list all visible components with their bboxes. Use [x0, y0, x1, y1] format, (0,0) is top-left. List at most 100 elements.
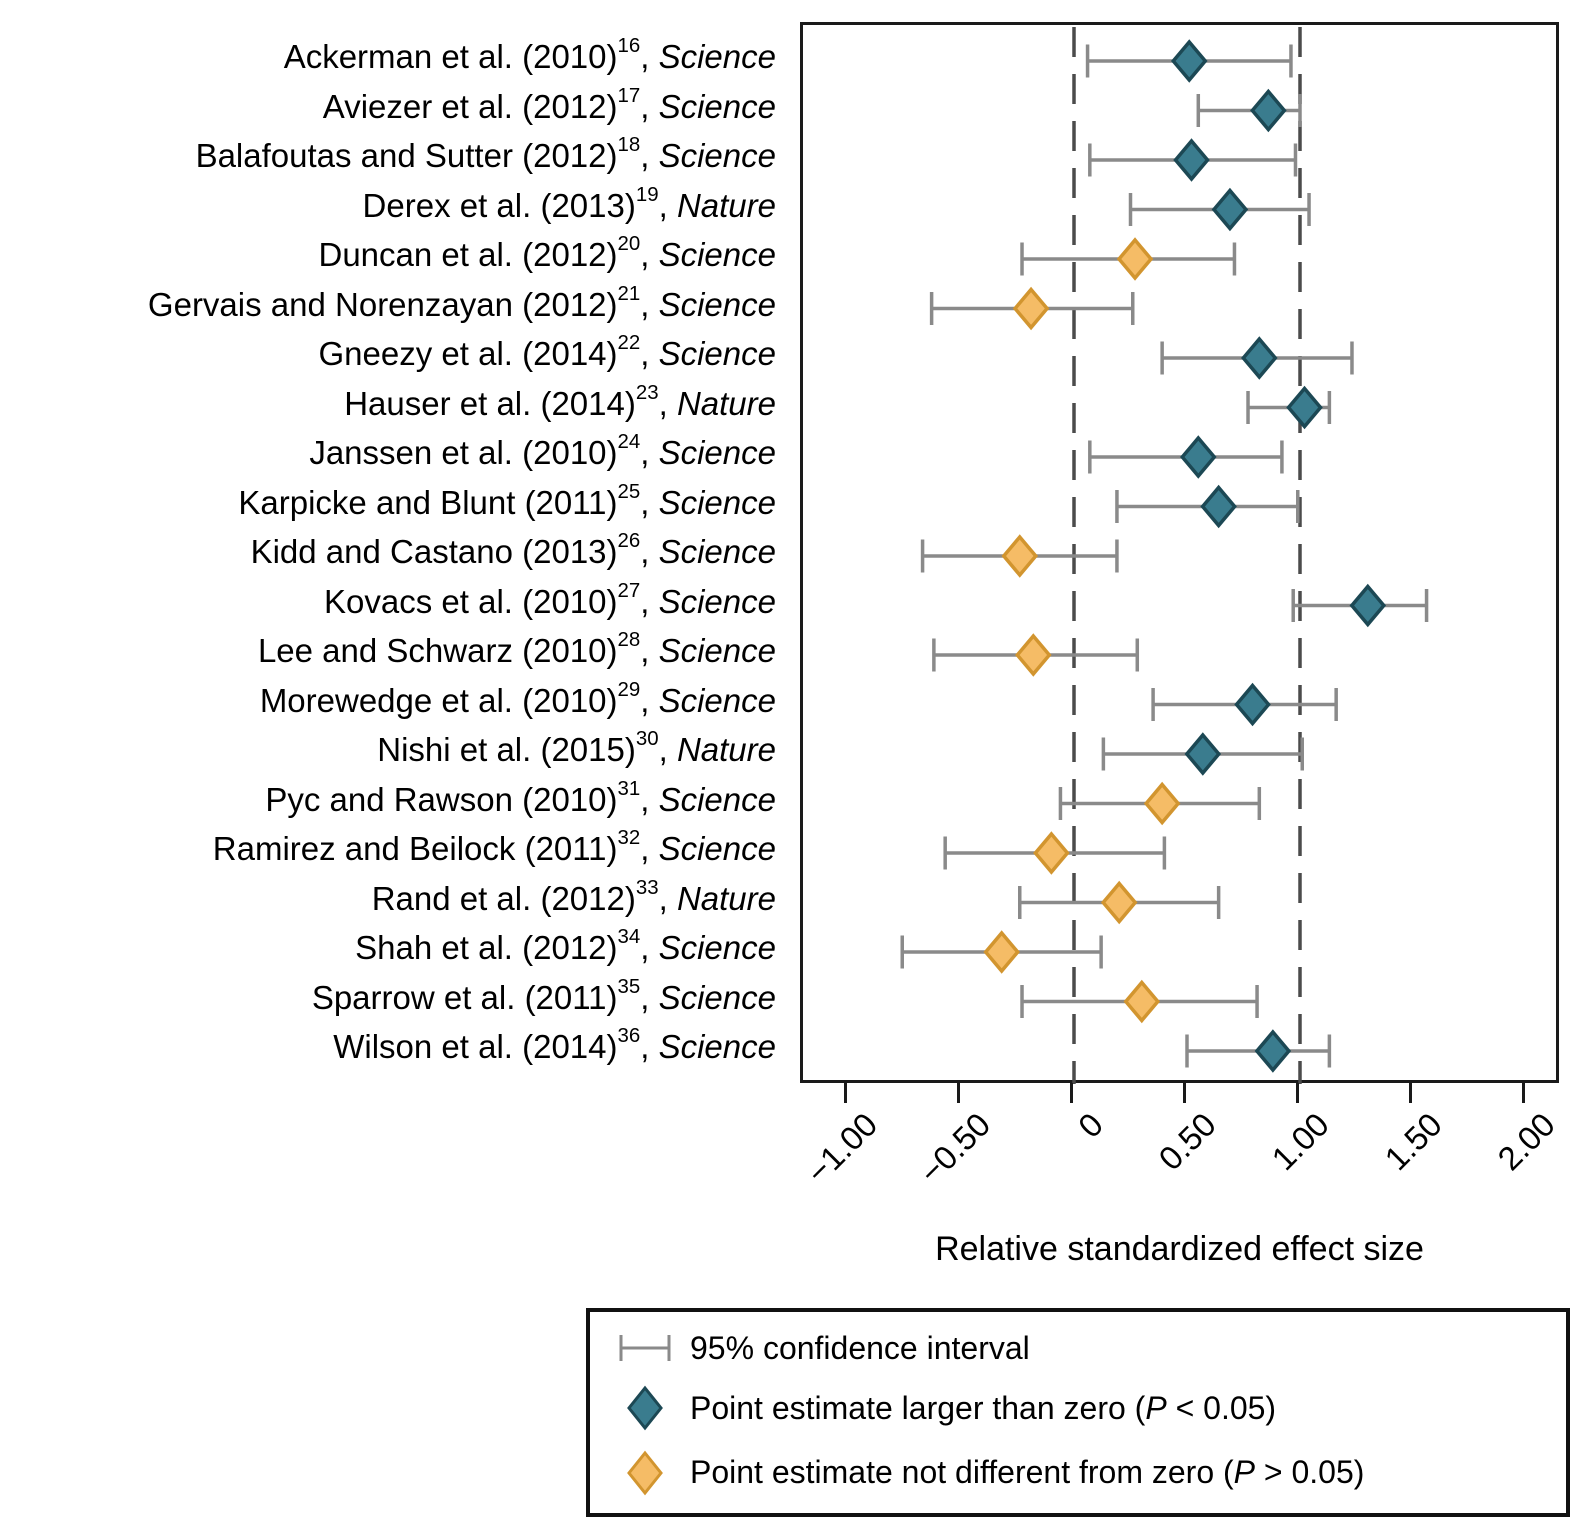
x-tick-label: 1.00 — [1264, 1105, 1336, 1178]
study-label: Gervais and Norenzayan (2012)21, Science — [148, 283, 776, 320]
journal-name: Science — [658, 38, 776, 76]
study-name: Janssen et al. (2010) — [309, 434, 618, 472]
point-estimate-diamond — [1211, 187, 1249, 232]
label-separator: , — [640, 632, 659, 670]
study-row — [943, 831, 1167, 875]
study-name: Kovacs et al. (2010) — [324, 582, 618, 620]
journal-name: Science — [658, 533, 776, 571]
label-separator: , — [658, 384, 677, 422]
reference-number: 35 — [617, 975, 641, 999]
point-estimate-diamond — [1286, 385, 1323, 430]
x-tick — [843, 1083, 847, 1103]
study-row — [932, 633, 1140, 677]
study-name: Derex et al. (2013) — [362, 186, 636, 224]
label-separator: , — [640, 137, 659, 175]
study-row — [1018, 880, 1221, 925]
point-estimate-diamond — [1033, 831, 1070, 875]
journal-name: Nature — [676, 731, 776, 769]
study-row — [1128, 187, 1311, 232]
study-name: Ramirez and Beilock (2011) — [212, 830, 618, 868]
study-name: Balafoutas and Sutter (2012) — [195, 137, 618, 175]
label-separator: , — [658, 879, 677, 917]
study-label: Shah et al. (2012)34, Science — [355, 927, 776, 967]
label-separator: , — [640, 483, 659, 521]
study-label: Lee and Schwarz (2010)28, Science — [258, 630, 776, 670]
legend-text: Point estimate larger than zero ( — [690, 1389, 1146, 1426]
study-row — [1196, 88, 1302, 133]
label-separator: , — [640, 1028, 659, 1066]
label-separator: , — [640, 87, 659, 125]
study-label: Derex et al. (2013)19, Nature — [362, 184, 776, 224]
x-tick-label: 0.50 — [1151, 1105, 1223, 1178]
study-label: Rand et al. (2012)33, Nature — [371, 877, 776, 917]
significant-diamond-icon — [627, 1386, 663, 1431]
point-estimate-diamond — [983, 930, 1020, 974]
study-name: Morewedge et al. (2010) — [259, 681, 618, 719]
point-estimate-diamond — [1143, 781, 1181, 826]
study-label: Gneezy et al. (2014)22, Science — [319, 333, 776, 373]
study-label: Janssen et al. (2010)24, Science — [309, 432, 776, 472]
forest-plot-canvas — [900, 27, 1429, 1084]
label-separator: , — [640, 335, 659, 373]
label-separator: , — [640, 582, 659, 620]
reference-number: 22 — [617, 331, 641, 355]
reference-number: 21 — [617, 282, 641, 306]
study-row — [1058, 781, 1262, 826]
study-label: Kidd and Castano (2013)26, Science — [251, 531, 776, 571]
study-row — [1085, 39, 1293, 83]
legend-text: Point estimate not different from zero ( — [690, 1454, 1234, 1491]
study-label: Morewedge et al. (2010)29, Science — [259, 679, 776, 719]
legend-text: < 0.05) — [1166, 1389, 1277, 1426]
legend-item: Point estimate larger than zero (P < 0.0… — [590, 1384, 1566, 1432]
study-label: Duncan et al. (2012)20, Science — [318, 234, 777, 274]
study-name: Duncan et al. (2012) — [318, 236, 618, 274]
study-name: Hauser et al. (2014) — [344, 384, 636, 422]
label-separator: , — [658, 731, 677, 769]
journal-name: Science — [658, 929, 776, 967]
study-row — [1246, 385, 1332, 430]
point-estimate-diamond — [1184, 732, 1222, 776]
reference-number: 36 — [617, 1024, 641, 1048]
reference-number: 19 — [635, 183, 659, 207]
study-row — [1115, 484, 1300, 529]
label-separator: , — [640, 681, 659, 719]
x-tick — [1295, 1083, 1299, 1103]
point-estimate-diamond — [1254, 1029, 1292, 1073]
journal-name: Science — [658, 681, 776, 719]
study-label: Balafoutas and Sutter (2012)18, Science — [195, 135, 776, 175]
study-label: Nishi et al. (2015)30, Nature — [377, 729, 776, 769]
journal-name: Science — [658, 137, 776, 175]
study-name: Rand et al. (2012) — [371, 879, 636, 917]
point-estimate-diamond — [1012, 286, 1050, 331]
study-row — [1185, 1029, 1332, 1073]
study-label: Karpicke and Blunt (2011)25, Science — [238, 481, 776, 521]
journal-name: Science — [658, 780, 776, 818]
study-name: Sparrow et al. (2011) — [311, 978, 618, 1016]
study-label: Sparrow et al. (2011)35, Science — [311, 976, 776, 1016]
x-tick — [1408, 1083, 1412, 1103]
ci-interval-icon — [619, 1335, 671, 1362]
label-separator: , — [640, 38, 659, 76]
label-separator: , — [658, 186, 677, 224]
point-estimate-diamond — [1123, 979, 1161, 1024]
study-row — [1020, 237, 1237, 281]
label-separator: , — [640, 236, 659, 274]
reference-number: 26 — [617, 529, 641, 553]
journal-name: Science — [658, 434, 776, 472]
journal-name: Nature — [676, 879, 776, 917]
journal-name: Science — [658, 483, 776, 521]
label-separator: , — [640, 434, 659, 472]
point-estimate-diamond — [1100, 880, 1138, 925]
reference-number: 31 — [617, 777, 641, 801]
reference-number: 25 — [617, 480, 641, 504]
reference-number: 24 — [617, 430, 641, 454]
point-estimate-diamond — [1250, 88, 1287, 133]
nonsignificant-diamond-icon — [627, 1450, 663, 1496]
point-estimate-diamond — [1173, 138, 1210, 182]
reference-number: 29 — [617, 678, 641, 702]
reference-number: 34 — [617, 925, 641, 949]
study-labels-column: Ackerman et al. (2010)16, Science Aviezer… — [0, 22, 788, 1083]
study-row — [900, 930, 1103, 974]
point-estimate-diamond — [1241, 336, 1278, 380]
legend-item-label: 95% confidence interval — [690, 1330, 1030, 1367]
